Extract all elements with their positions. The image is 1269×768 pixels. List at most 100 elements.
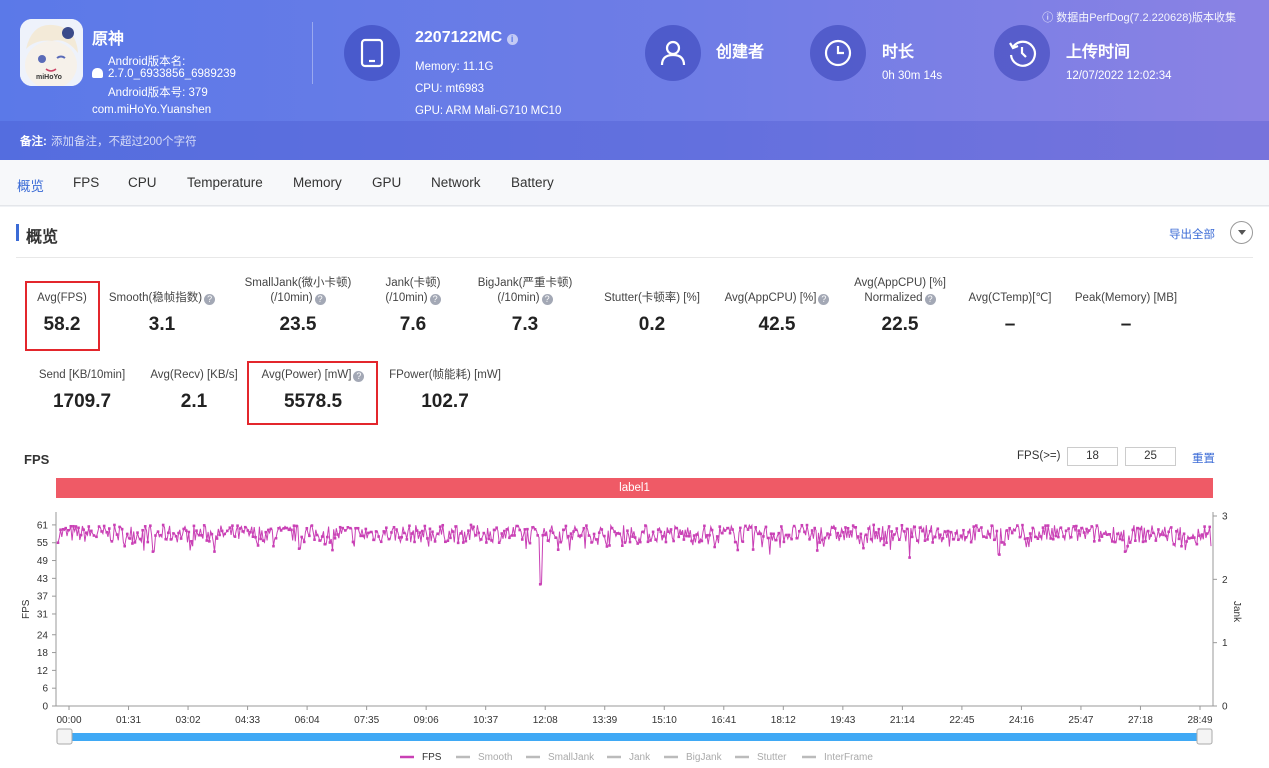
fps-point — [846, 526, 850, 530]
fps-point — [898, 538, 901, 542]
fps-point — [300, 535, 303, 539]
legend-item[interactable]: Stutter — [757, 752, 787, 763]
fps-point — [287, 528, 291, 532]
reset-button[interactable]: 重置 — [1192, 453, 1215, 465]
fps-point — [718, 525, 722, 528]
legend-item[interactable]: BigJank — [686, 752, 723, 763]
help-icon[interactable]: ? — [429, 294, 441, 305]
fps-point — [798, 529, 801, 533]
fps-point — [1136, 526, 1140, 530]
fps-point — [844, 526, 847, 529]
tab-memory[interactable]: Memory — [293, 175, 342, 190]
fps-point — [880, 537, 883, 540]
metric-label — [707, 276, 847, 291]
metric-0: Avg(FPS) 58.2 — [0, 276, 132, 336]
fps-point — [554, 536, 557, 539]
fps-point — [910, 535, 914, 539]
fps-point — [677, 535, 681, 539]
tab-fps[interactable]: FPS — [73, 175, 100, 190]
fps-point — [1190, 536, 1194, 540]
fps-point — [295, 524, 298, 528]
help-icon[interactable]: ? — [314, 294, 326, 305]
metric-label: Peak(Memory) [MB] — [1074, 292, 1178, 304]
x-tick-label: 06:04 — [295, 715, 320, 726]
help-icon[interactable]: ? — [818, 294, 830, 305]
fps-point — [782, 540, 786, 544]
fps-point — [1082, 531, 1086, 534]
tab-temperature[interactable]: Temperature — [187, 175, 263, 190]
fps-point — [862, 546, 865, 550]
fps-point — [1021, 523, 1024, 527]
tab-network[interactable]: Network — [431, 175, 481, 190]
help-icon[interactable]: ? — [924, 294, 936, 305]
fps-point — [1026, 537, 1029, 540]
help-icon[interactable]: ? — [353, 371, 365, 382]
fps-point — [597, 531, 601, 535]
tab-overview[interactable]: 概览 — [17, 179, 44, 194]
fps-point — [628, 540, 632, 544]
export-all-link[interactable]: 导出全部 — [1169, 229, 1215, 241]
fps-point — [805, 523, 809, 527]
fps-point — [277, 526, 280, 530]
fps-point — [808, 537, 811, 541]
fps-point — [159, 533, 162, 537]
duration-value: 0h 30m 14s — [882, 70, 943, 82]
fps-point — [908, 556, 911, 559]
fps-point — [754, 526, 757, 529]
fps-threshold-input-2[interactable]: 25 — [1125, 447, 1176, 466]
fps-point — [79, 533, 83, 537]
legend-item[interactable]: Jank — [629, 752, 651, 763]
fps-point — [510, 534, 514, 537]
fps-point — [356, 526, 360, 530]
device-gpu: GPU: ARM Mali-G710 MC10 — [415, 105, 562, 117]
time-range-slider[interactable] — [58, 733, 1210, 741]
tab-cpu[interactable]: CPU — [128, 175, 157, 190]
fps-point — [941, 537, 945, 540]
tab-battery[interactable]: Battery — [511, 175, 554, 190]
help-icon[interactable]: ? — [541, 294, 553, 305]
fps-point — [297, 547, 301, 550]
fps-point — [1064, 529, 1068, 533]
label-bar[interactable]: label1 — [56, 478, 1213, 498]
collapse-button[interactable] — [1230, 221, 1253, 244]
metric-value: 2.1 — [180, 391, 208, 412]
fps-point — [56, 541, 60, 545]
y-tick-label: 55 — [37, 538, 49, 549]
fps-point — [490, 539, 493, 542]
legend-item[interactable]: Smooth — [478, 752, 512, 763]
slider-handle-left[interactable] — [56, 728, 73, 745]
legend-item[interactable]: SmallJank — [548, 752, 595, 763]
fps-point — [549, 529, 552, 533]
help-icon[interactable]: ? — [204, 294, 216, 305]
section-divider — [16, 257, 1253, 258]
fps-point — [674, 526, 678, 530]
fps-point — [467, 529, 470, 532]
fps-point — [746, 528, 750, 531]
device-model: 2207122MC i — [415, 29, 518, 47]
fps-point — [395, 528, 398, 531]
fps-threshold-input-1[interactable]: 18 — [1067, 447, 1118, 466]
info-icon[interactable]: i — [506, 34, 518, 45]
fps-point — [1123, 550, 1127, 553]
legend-item[interactable]: InterFrame — [824, 752, 873, 763]
fps-point — [102, 524, 106, 528]
fps-point — [528, 541, 532, 545]
tab-gpu[interactable]: GPU — [372, 175, 402, 190]
fps-point — [1205, 532, 1209, 535]
fps-point — [469, 523, 473, 527]
fps-point — [1159, 533, 1163, 536]
fps-point — [246, 529, 250, 532]
package-name: com.miHoYo.Yuanshen — [92, 104, 212, 116]
fps-point — [531, 526, 534, 529]
fps-point — [1067, 527, 1070, 530]
fps-point — [1185, 540, 1188, 543]
fps-point — [410, 532, 414, 535]
fps-point — [1146, 529, 1150, 533]
slider-handle-right[interactable] — [1196, 728, 1213, 745]
fps-point — [1180, 544, 1183, 548]
fps-point — [69, 524, 73, 528]
fps-point — [210, 532, 214, 536]
remark-input[interactable]: 添加备注，不超过200个字符 — [51, 136, 197, 148]
fps-point — [998, 553, 1001, 556]
legend-item[interactable]: FPS — [422, 752, 442, 763]
